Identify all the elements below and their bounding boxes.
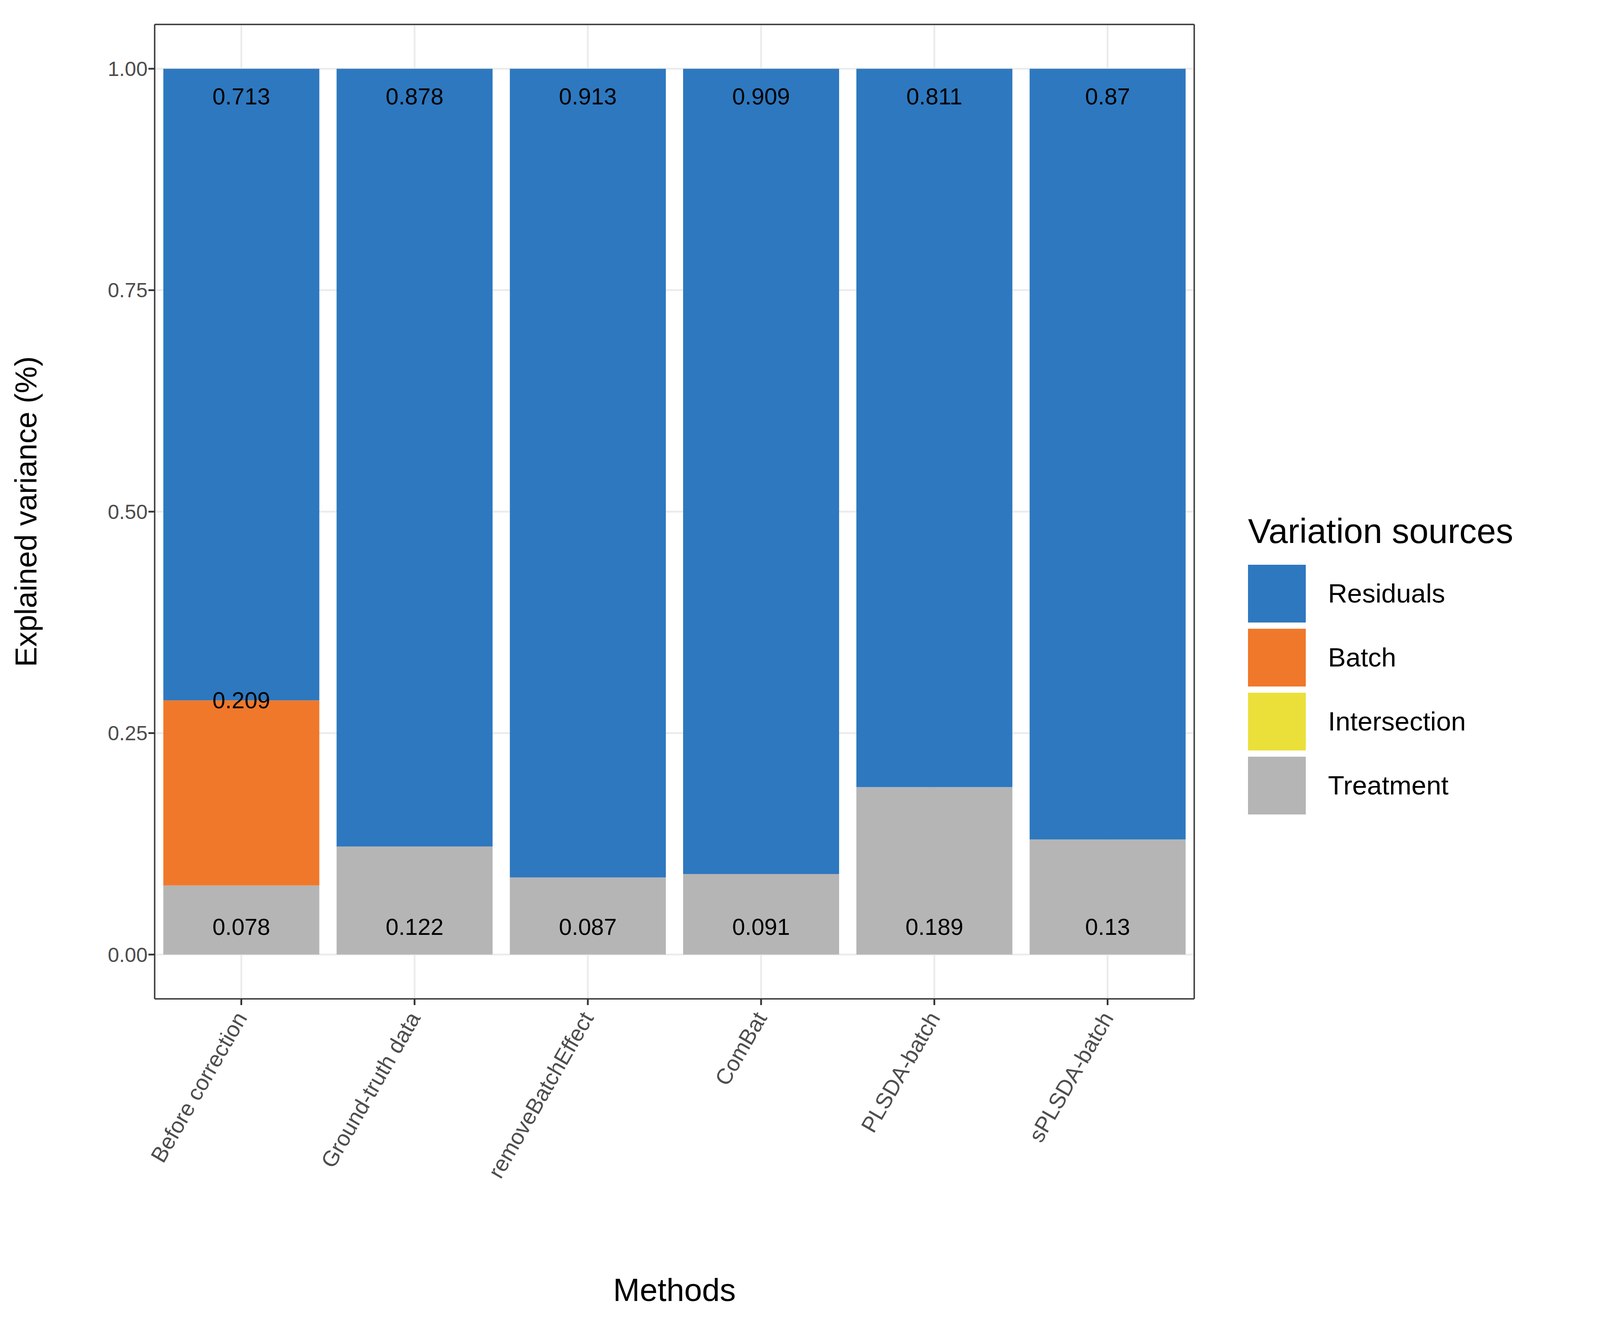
- svg-text:0.189: 0.189: [905, 914, 964, 940]
- svg-text:1.00: 1.00: [107, 57, 148, 81]
- svg-text:Explained variance (%): Explained variance (%): [8, 356, 43, 668]
- svg-text:0.909: 0.909: [732, 83, 790, 110]
- svg-text:0.811: 0.811: [906, 83, 963, 110]
- svg-text:0.50: 0.50: [107, 500, 148, 524]
- svg-text:0.25: 0.25: [107, 721, 148, 745]
- svg-text:0.00: 0.00: [107, 943, 148, 967]
- svg-text:0.87: 0.87: [1085, 83, 1131, 110]
- svg-text:sPLSDA-batch: sPLSDA-batch: [1024, 1008, 1119, 1147]
- svg-text:Methods: Methods: [612, 1272, 736, 1308]
- html-text:Variation sources: Variation sources: [1248, 511, 1514, 551]
- svg-text:PLSDA-batch: PLSDA-batch: [856, 1008, 946, 1137]
- svg-text:0.087: 0.087: [559, 914, 617, 940]
- svg-text:0.122: 0.122: [385, 914, 444, 940]
- svg-text:0.091: 0.091: [732, 914, 790, 940]
- html-text:Treatment: Treatment: [1328, 770, 1449, 801]
- svg-text:ComBat: ComBat: [710, 1008, 772, 1091]
- html-text:Batch: Batch: [1328, 642, 1397, 673]
- svg-text:0.209: 0.209: [212, 687, 271, 714]
- svg-text:0.878: 0.878: [385, 83, 444, 110]
- svg-text:Before correction: Before correction: [145, 1008, 252, 1168]
- svg-text:0.913: 0.913: [559, 83, 617, 110]
- svg-text:0.078: 0.078: [212, 914, 271, 940]
- svg-text:Ground-truth data: Ground-truth data: [316, 1008, 426, 1173]
- html-text:Residuals: Residuals: [1328, 578, 1446, 609]
- svg-text:removeBatchEffect: removeBatchEffect: [483, 1008, 599, 1183]
- html-text:Intersection: Intersection: [1328, 706, 1466, 737]
- svg-text:0.13: 0.13: [1085, 914, 1131, 940]
- svg-text:0.75: 0.75: [107, 278, 148, 302]
- svg-text:0.713: 0.713: [212, 83, 271, 110]
